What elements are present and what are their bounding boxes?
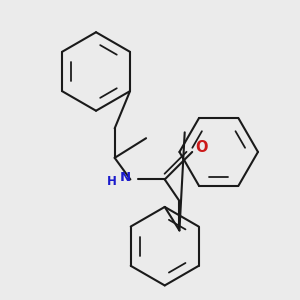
Text: O: O: [195, 140, 207, 154]
Text: N: N: [120, 171, 131, 184]
Text: H: H: [107, 175, 117, 188]
